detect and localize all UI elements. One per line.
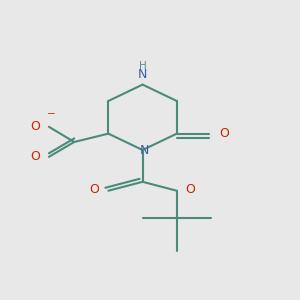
Text: O: O	[90, 183, 100, 196]
Text: O: O	[219, 127, 229, 140]
Text: O: O	[186, 183, 196, 196]
Text: H: H	[139, 61, 146, 71]
Text: N: N	[138, 68, 147, 81]
Text: O: O	[30, 120, 40, 133]
Text: −: −	[46, 110, 55, 119]
Text: N: N	[140, 143, 149, 157]
Text: O: O	[30, 150, 40, 163]
